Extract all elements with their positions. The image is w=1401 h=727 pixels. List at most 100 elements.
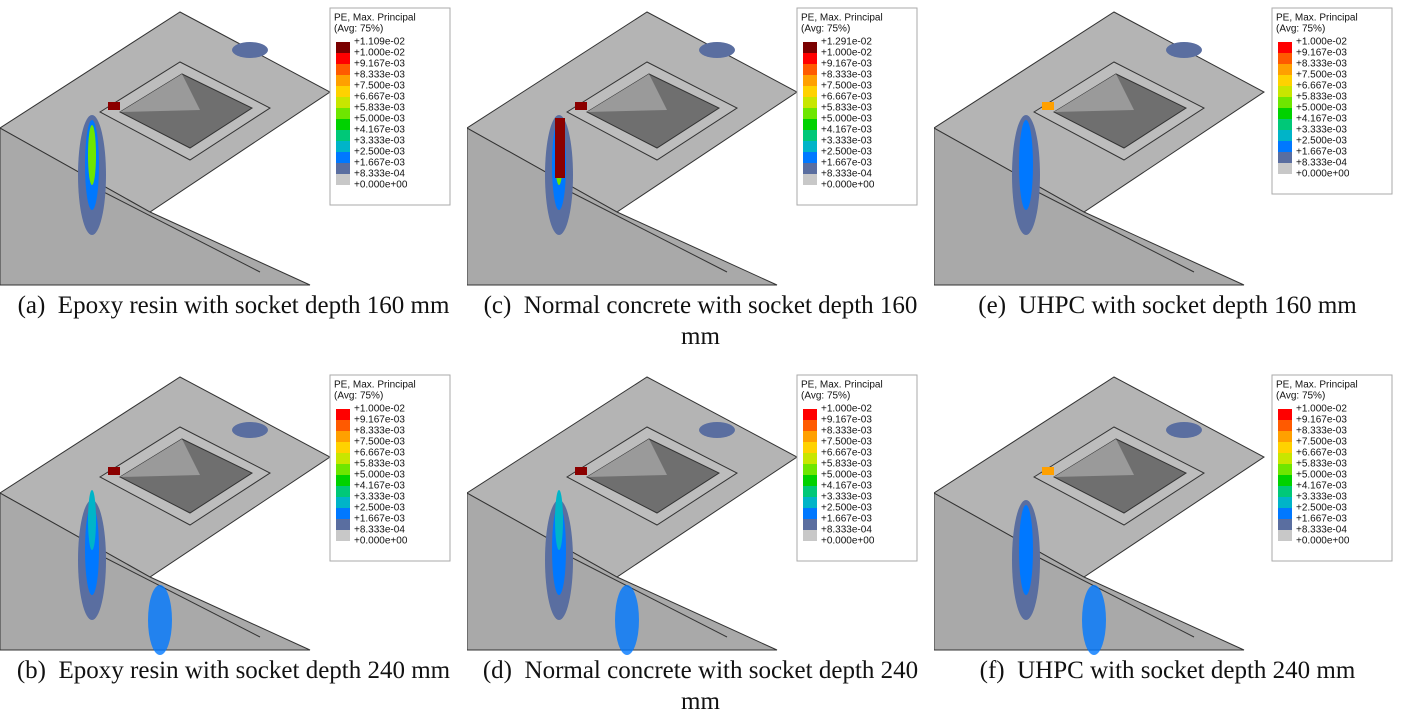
legend-swatch	[1278, 53, 1292, 64]
legend-swatch	[1278, 141, 1292, 152]
legend-label: +3.333e-03	[821, 136, 872, 147]
legend-label: +5.833e-03	[1296, 459, 1347, 470]
legend-swatch	[336, 108, 350, 119]
legend-swatch	[1278, 163, 1292, 174]
legend-swatch	[336, 453, 350, 464]
legend-swatch	[803, 75, 817, 86]
legend-label: +5.833e-03	[354, 459, 405, 470]
damage-zone	[148, 585, 172, 655]
legend-label: +6.667e-03	[821, 92, 872, 103]
crack	[1042, 102, 1054, 110]
legend-swatch	[1278, 530, 1292, 541]
legend-swatch	[803, 130, 817, 141]
legend-swatch	[336, 163, 350, 174]
legend-label: +2.500e-03	[354, 147, 405, 158]
legend-label: +1.291e-02	[821, 37, 872, 48]
legend-swatch	[803, 475, 817, 486]
fe-contour-plot: PE, Max. Principal(Avg: 75%)+1.000e-02+9…	[934, 0, 1401, 290]
damage-zone	[555, 490, 563, 550]
caption: (d) Normal concrete with socket depth 24…	[467, 655, 934, 717]
legend-label: +5.000e-03	[1296, 103, 1347, 114]
legend-swatch	[803, 53, 817, 64]
legend-label: +3.333e-03	[354, 492, 405, 503]
legend-label: +9.167e-03	[354, 415, 405, 426]
legend-swatch	[1278, 420, 1292, 431]
legend-label: +2.500e-03	[354, 503, 405, 514]
legend-label: +6.667e-03	[354, 92, 405, 103]
legend-label: +5.000e-03	[1296, 470, 1347, 481]
legend-swatch	[1278, 409, 1292, 420]
legend-label: +1.667e-03	[354, 158, 405, 169]
legend-label: +1.667e-03	[821, 158, 872, 169]
legend-label: +2.500e-03	[821, 147, 872, 158]
legend-swatch	[1278, 64, 1292, 75]
legend-label: +2.500e-03	[1296, 136, 1347, 147]
legend-label: +8.333e-04	[354, 169, 405, 180]
crack	[575, 467, 587, 475]
damage-zone	[88, 125, 96, 185]
fe-contour-plot: PE, Max. Principal(Avg: 75%)+1.291e-02+1…	[467, 0, 934, 290]
legend-swatch	[803, 519, 817, 530]
legend-swatch	[1278, 86, 1292, 97]
legend-label: +4.167e-03	[821, 125, 872, 136]
fe-contour-plot: PE, Max. Principal(Avg: 75%)+1.000e-02+9…	[934, 365, 1401, 655]
panel: PE, Max. Principal(Avg: 75%)+1.000e-02+9…	[934, 0, 1401, 321]
legend-label: +8.333e-04	[1296, 525, 1347, 536]
fe-contour-plot: PE, Max. Principal(Avg: 75%)+1.000e-02+9…	[467, 365, 934, 655]
legend-label: +1.109e-02	[354, 37, 405, 48]
legend-swatch	[336, 141, 350, 152]
legend: PE, Max. Principal(Avg: 75%)+1.000e-02+9…	[1272, 8, 1392, 194]
legend-label: +8.333e-03	[821, 70, 872, 81]
panel: PE, Max. Principal(Avg: 75%)+1.000e-02+9…	[0, 365, 467, 686]
panel: PE, Max. Principal(Avg: 75%)+1.109e-02+1…	[0, 0, 467, 321]
legend-label: +1.000e-02	[354, 48, 405, 59]
legend-subtitle: (Avg: 75%)	[801, 391, 850, 402]
legend-title: PE, Max. Principal	[801, 13, 883, 24]
legend-title: PE, Max. Principal	[1276, 380, 1358, 391]
legend-swatch	[1278, 464, 1292, 475]
legend-title: PE, Max. Principal	[334, 13, 416, 24]
legend-label: +1.000e-02	[1296, 37, 1347, 48]
legend-label: +7.500e-03	[1296, 70, 1347, 81]
legend-label: +0.000e+00	[1296, 536, 1350, 547]
legend-swatch	[1278, 130, 1292, 141]
legend: PE, Max. Principal(Avg: 75%)+1.000e-02+9…	[330, 375, 450, 561]
legend-label: +0.000e+00	[354, 180, 408, 191]
legend-label: +5.000e-03	[354, 470, 405, 481]
legend-swatch	[1278, 152, 1292, 163]
legend-subtitle: (Avg: 75%)	[1276, 24, 1325, 35]
legend-label: +7.500e-03	[354, 437, 405, 448]
legend-swatch	[803, 409, 817, 420]
legend-label: +5.833e-03	[1296, 92, 1347, 103]
legend-swatch	[803, 119, 817, 130]
legend-swatch	[336, 53, 350, 64]
legend-label: +3.333e-03	[1296, 492, 1347, 503]
legend-label: +6.667e-03	[821, 448, 872, 459]
legend-subtitle: (Avg: 75%)	[334, 24, 383, 35]
legend-swatch	[336, 64, 350, 75]
panel: PE, Max. Principal(Avg: 75%)+1.000e-02+9…	[467, 365, 934, 717]
legend-label: +1.000e-02	[354, 404, 405, 415]
legend-label: +5.833e-03	[821, 103, 872, 114]
legend-swatch	[803, 508, 817, 519]
legend-label: +5.833e-03	[821, 459, 872, 470]
legend-label: +3.333e-03	[354, 136, 405, 147]
legend-swatch	[1278, 453, 1292, 464]
legend-swatch	[1278, 42, 1292, 53]
legend-swatch	[1278, 431, 1292, 442]
legend-swatch	[803, 464, 817, 475]
caption: (a) Epoxy resin with socket depth 160 mm	[0, 290, 467, 321]
legend-label: +6.667e-03	[1296, 448, 1347, 459]
legend-label: +1.000e-02	[1296, 404, 1347, 415]
legend-swatch	[803, 530, 817, 541]
crack	[555, 118, 565, 178]
legend-label: +9.167e-03	[821, 415, 872, 426]
caption: (b) Epoxy resin with socket depth 240 mm	[0, 655, 467, 686]
legend: PE, Max. Principal(Avg: 75%)+1.000e-02+9…	[797, 375, 917, 561]
legend-label: +4.167e-03	[354, 125, 405, 136]
legend-label: +0.000e+00	[821, 180, 875, 191]
legend-title: PE, Max. Principal	[1276, 13, 1358, 24]
legend-label: +1.000e-02	[821, 404, 872, 415]
legend-swatch	[336, 530, 350, 541]
legend-label: +1.000e-02	[821, 48, 872, 59]
